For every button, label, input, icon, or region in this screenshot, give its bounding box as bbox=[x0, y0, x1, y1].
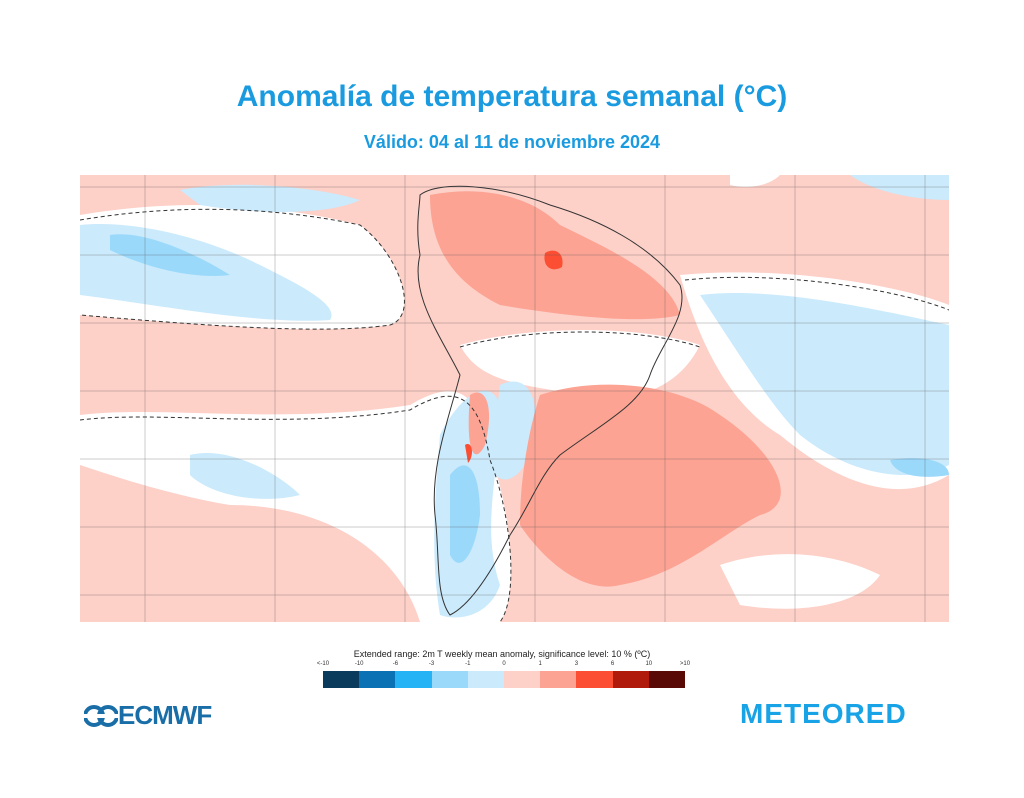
legend-color-swatch bbox=[323, 671, 360, 688]
legend-color-swatch bbox=[467, 671, 505, 688]
graticule bbox=[80, 175, 949, 622]
legend-color-swatch bbox=[504, 671, 541, 688]
validity-subtitle: Válido: 04 al 11 de noviembre 2024 bbox=[363, 132, 661, 152]
legend-title: Extended range: 2m T weekly mean anomaly… bbox=[353, 649, 651, 659]
significance-contours bbox=[80, 208, 949, 622]
hot-zones bbox=[465, 250, 563, 463]
legend-color-bar bbox=[323, 671, 686, 688]
legend-tick: <-10 bbox=[316, 661, 330, 667]
legend-color-swatch bbox=[576, 671, 613, 688]
legend-tick: -10 bbox=[354, 661, 364, 667]
coastlines bbox=[417, 185, 683, 616]
legend-color-swatch bbox=[395, 671, 432, 688]
legend-tick: 3 bbox=[574, 661, 579, 667]
ecmwf-logo: ECMWF bbox=[84, 700, 212, 731]
legend-tick: 0 bbox=[502, 661, 506, 667]
legend-color-swatch bbox=[540, 671, 577, 688]
ecmwf-emblem-icon bbox=[84, 704, 118, 727]
legend-color-swatch bbox=[648, 671, 686, 688]
ecmwf-logo-text: ECMWF bbox=[118, 700, 212, 730]
legend-tick: -1 bbox=[465, 661, 471, 667]
legend-tick: >10 bbox=[679, 661, 691, 667]
legend-tick: 1 bbox=[538, 661, 542, 667]
legend-ticks: <-10 -10 -6 -3 -1 0 1 3 6 10 >10 bbox=[317, 661, 690, 671]
legend-color-swatch bbox=[431, 671, 468, 688]
legend-tick: 10 bbox=[645, 661, 653, 667]
anomaly-map bbox=[80, 175, 949, 622]
legend-color-swatch bbox=[359, 671, 396, 688]
legend-tick: -6 bbox=[392, 661, 399, 667]
legend-tick: -3 bbox=[428, 661, 435, 667]
meteored-logo: METEORED bbox=[740, 698, 907, 729]
legend-tick: 6 bbox=[610, 661, 615, 667]
legend-color-swatch bbox=[612, 671, 649, 688]
cooler-zones bbox=[110, 234, 949, 563]
page-title: Anomalía de temperatura semanal (°C) bbox=[236, 80, 788, 113]
